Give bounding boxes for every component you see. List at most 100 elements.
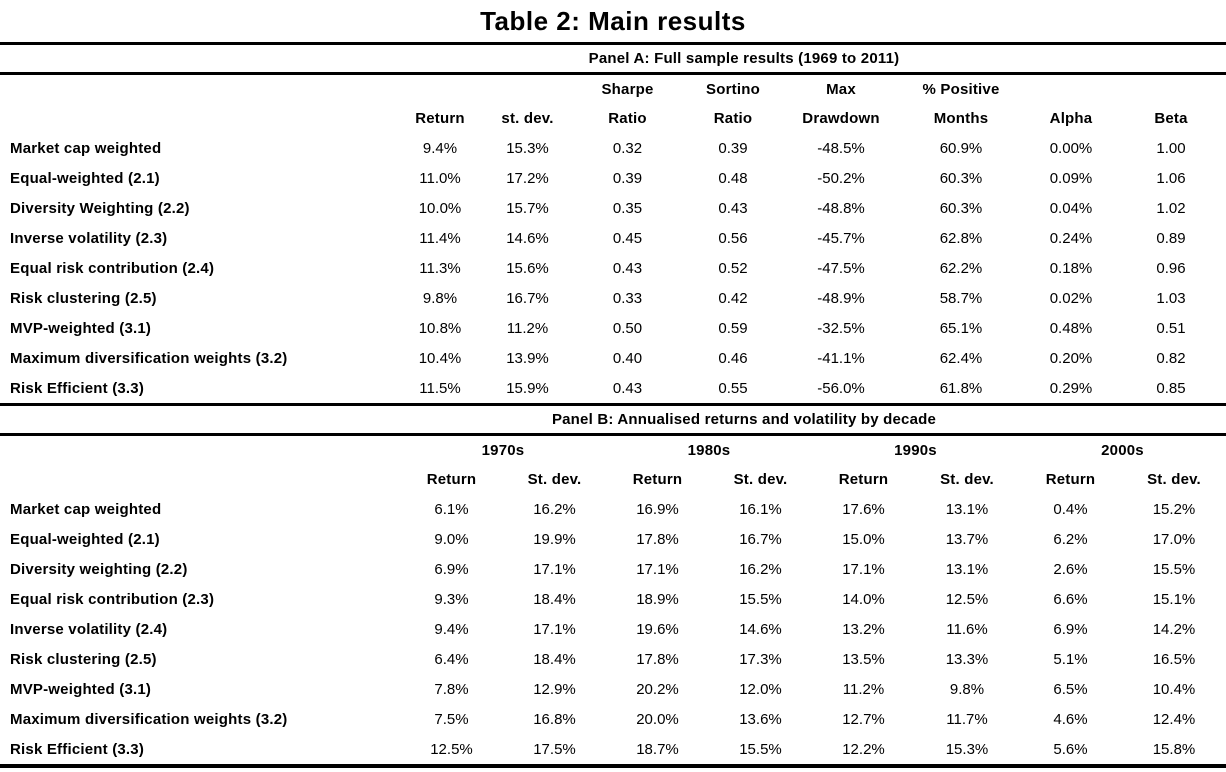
cell-value: 18.7%	[636, 740, 679, 758]
table-row: Risk Efficient (3.3) 11.5% 15.9% 0.43 0.55 -5…	[0, 373, 1226, 403]
cell-value: 18.4%	[533, 590, 576, 608]
cell-value: 6.6%	[1053, 590, 1088, 608]
header-empty	[0, 465, 400, 494]
panel-b-header: 1970s 1980s 1990s 2000s Return St. dev. …	[0, 436, 1226, 494]
cell-value: 14.0%	[842, 590, 885, 608]
cell-value: 6.2%	[1053, 530, 1088, 548]
cell-value: 17.1%	[533, 560, 576, 578]
header-alpha: Alpha	[1049, 110, 1093, 127]
cell-value: 65.1%	[939, 319, 983, 337]
cell-value: 0.89	[1156, 229, 1186, 247]
header-months: Months	[933, 110, 989, 127]
cell-value: 14.2%	[1152, 620, 1196, 638]
cell-value: 7.8%	[434, 680, 469, 698]
cell-value: 18.4%	[533, 650, 576, 668]
cell-value: 15.8%	[1152, 740, 1196, 758]
cell-value: 0.43	[612, 379, 643, 397]
row-label: MVP-weighted (3.1)	[10, 680, 152, 698]
rule-top	[0, 42, 1226, 45]
header-drawdown: Drawdown	[802, 110, 880, 127]
cell-value: 0.50	[612, 319, 643, 337]
row-label: Equal risk contribution (2.4)	[10, 259, 215, 277]
cell-value: -45.7%	[817, 229, 865, 247]
cell-value: 10.4%	[418, 349, 462, 367]
header-stdev-2000s: St. dev.	[1147, 471, 1201, 488]
cell-value: 17.8%	[636, 650, 679, 668]
cell-value: 15.9%	[506, 379, 549, 397]
panel-a-body: Market cap weighted 9.4% 15.3% 0.32 0.39 -48.…	[0, 133, 1226, 403]
cell-value: 9.4%	[434, 620, 469, 638]
cell-value: 17.5%	[533, 740, 576, 758]
table-row: Equal risk contribution (2.4) 11.3% 15.6% 0…	[0, 253, 1226, 283]
header-empty	[0, 104, 400, 133]
cell-value: 17.1%	[533, 620, 576, 638]
cell-value: 0.85	[1156, 379, 1186, 397]
row-label: Risk clustering (2.5)	[10, 289, 157, 307]
cell-value: 17.6%	[842, 500, 885, 518]
cell-value: 0.51	[1156, 319, 1186, 337]
row-label: Diversity Weighting (2.2)	[10, 199, 190, 217]
cell-value: 0.18%	[1049, 259, 1093, 277]
row-label: Market cap weighted	[10, 500, 162, 518]
cell-value: 13.6%	[739, 710, 782, 728]
cell-value: 9.8%	[949, 680, 985, 698]
cell-value: 13.5%	[842, 650, 885, 668]
cell-value: 0.42	[718, 289, 748, 307]
cell-value: 17.0%	[1152, 530, 1196, 548]
panel-b-body: Market cap weighted 6.1% 16.2% 16.9% 16.1% 17…	[0, 494, 1226, 764]
row-label: Maximum diversification weights (3.2)	[10, 710, 288, 728]
cell-value: 62.2%	[939, 259, 983, 277]
cell-value: 7.5%	[434, 710, 469, 728]
table-row: Inverse volatility (2.4) 9.4% 17.1% 19.6% 14…	[0, 614, 1226, 644]
cell-value: 0.35	[612, 199, 643, 217]
row-label: Inverse volatility (2.3)	[10, 229, 168, 247]
cell-value: 11.0%	[419, 169, 461, 187]
header-positive: % Positive	[922, 81, 1000, 98]
header-sharpe: Sharpe	[601, 81, 654, 98]
rule-panel-a-bottom	[0, 403, 1226, 406]
cell-value: 15.3%	[945, 740, 989, 758]
cell-value: 0.29%	[1049, 379, 1093, 397]
cell-value: 0.09%	[1049, 169, 1093, 187]
panel-a-label: Panel A: Full sample results (1969 to 20…	[588, 50, 900, 67]
cell-value: 0.52	[718, 259, 748, 277]
panel-a-header: Sharpe Sortino Max % Positive Return st.…	[0, 75, 1226, 133]
table-row: Diversity Weighting (2.2) 10.0% 15.7% 0.35 0…	[0, 193, 1226, 223]
cell-value: 6.9%	[1053, 620, 1088, 638]
cell-value: 4.6%	[1053, 710, 1088, 728]
table-row: Equal-weighted (2.1) 9.0% 19.9% 17.8% 16.7% 1…	[0, 524, 1226, 554]
header-beta-top	[1116, 75, 1226, 104]
cell-value: 60.3%	[939, 199, 983, 217]
cell-value: 12.9%	[533, 680, 576, 698]
row-label: Equal-weighted (2.1)	[10, 530, 160, 548]
table-row: Risk Efficient (3.3) 12.5% 17.5% 18.7% 15.5%…	[0, 734, 1226, 764]
header-decade-1980s: 1980s	[687, 442, 731, 459]
cell-value: 11.3%	[419, 259, 461, 277]
cell-value: 11.7%	[946, 710, 988, 728]
header-stdev-1970s: St. dev.	[527, 471, 582, 488]
cell-value: 14.6%	[506, 229, 549, 247]
panel-b-table: 1970s 1980s 1990s 2000s Return St. dev. …	[0, 436, 1226, 764]
cell-value: 17.1%	[842, 560, 885, 578]
cell-value: 0.48%	[1049, 319, 1093, 337]
header-sharpe-ratio: Ratio	[608, 110, 647, 127]
cell-value: 12.2%	[842, 740, 885, 758]
cell-value: 58.7%	[939, 289, 983, 307]
row-label: MVP-weighted (3.1)	[10, 319, 152, 337]
header-beta: Beta	[1154, 110, 1188, 127]
table-row: Inverse volatility (2.3) 11.4% 14.6% 0.45 0.…	[0, 223, 1226, 253]
cell-value: 12.5%	[945, 590, 989, 608]
cell-value: 15.2%	[1152, 500, 1196, 518]
cell-value: 1.00	[1156, 139, 1186, 157]
header-empty	[0, 75, 400, 104]
cell-value: 0.46	[718, 349, 748, 367]
cell-value: 20.2%	[636, 680, 679, 698]
cell-value: 18.9%	[636, 590, 679, 608]
cell-value: 20.0%	[636, 710, 679, 728]
cell-value: 0.00%	[1049, 139, 1093, 157]
cell-value: 5.1%	[1053, 650, 1088, 668]
cell-value: 11.5%	[419, 379, 461, 397]
table-row: Equal risk contribution (2.3) 9.3% 18.4% 18…	[0, 584, 1226, 614]
cell-value: -48.5%	[817, 139, 865, 157]
